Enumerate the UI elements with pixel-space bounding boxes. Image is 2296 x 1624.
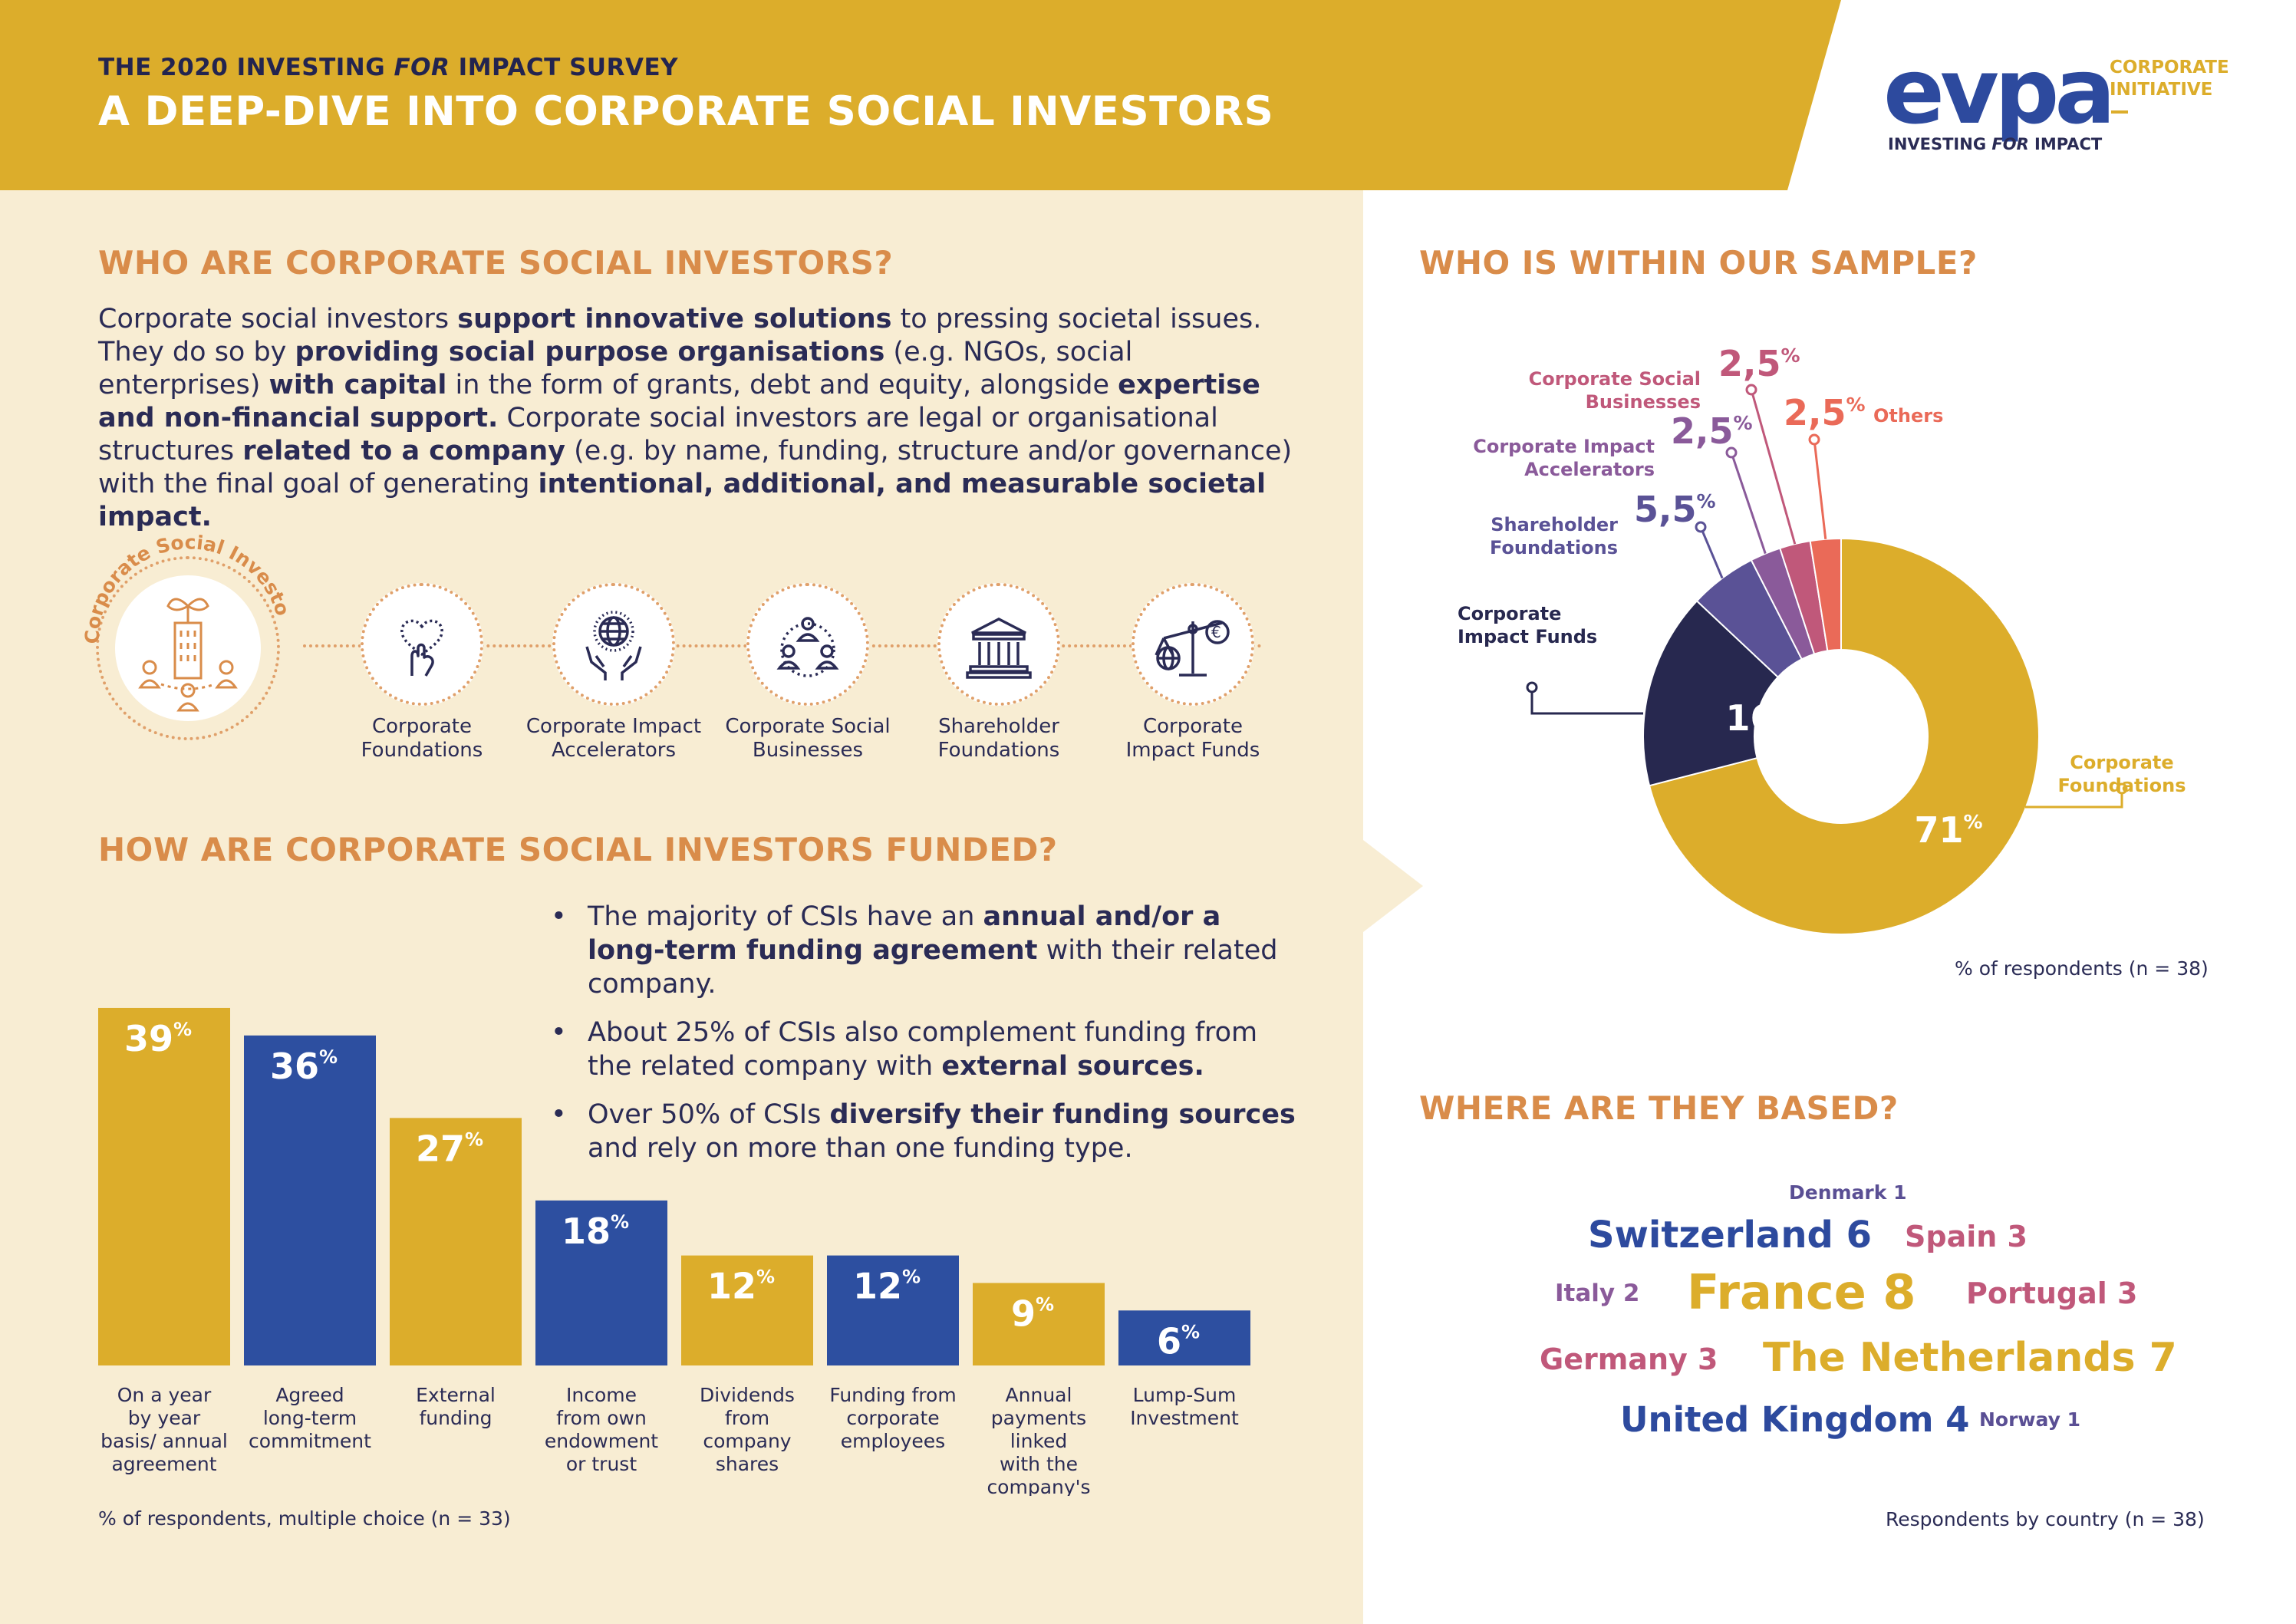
country-denmark: Denmark 1 xyxy=(1789,1181,1907,1204)
bar-value-label: 6% xyxy=(1157,1320,1200,1362)
building-plant-icon xyxy=(138,598,238,712)
leader-dot xyxy=(2116,782,2128,795)
bar-category-label: Income from own endowment or trust xyxy=(545,1384,658,1475)
country-portugal: Portugal 3 xyxy=(1966,1276,2138,1310)
leader-line xyxy=(1750,389,1797,545)
donut-chart-caption: % of respondents (n = 38) xyxy=(1955,957,2209,980)
right-panel-background xyxy=(1363,0,2296,1624)
logo-wordmark: evpa xyxy=(1883,38,2116,144)
donut-slice-0 xyxy=(1648,537,2040,935)
leader-line xyxy=(1813,439,1827,539)
country-spain: Spain 3 xyxy=(1905,1220,2028,1253)
bullet-item: Over 50% of CSIs diversify their funding… xyxy=(546,1098,1298,1165)
funding-bullets: The majority of CSIs have an annual and/… xyxy=(546,900,1298,1180)
donut-value-label: 2,5% xyxy=(1784,392,1866,433)
leader-line xyxy=(1730,452,1767,555)
donut-slice-name: Corporate Impact Accelerators xyxy=(1473,436,1655,480)
leader-dot xyxy=(1526,681,1538,693)
investor-types-row: Corporate Social Investors CorporateFoun… xyxy=(81,529,1308,775)
country-united-kingdom: United Kingdom 4 xyxy=(1620,1399,1970,1440)
donut-slice-5 xyxy=(1809,537,1842,652)
donut-value-label: 16% xyxy=(1725,697,1794,739)
people-network-icon xyxy=(776,617,839,677)
country-switzerland: Switzerland 6 xyxy=(1588,1214,1872,1257)
main-ring xyxy=(96,556,280,740)
leader-line xyxy=(1530,687,1643,715)
section-title-funded: HOW ARE CORPORATE SOCIAL INVESTORS FUNDE… xyxy=(98,831,1058,868)
bar-chart-svg: 39%On a year by year basis/ annual agreemen… xyxy=(98,1007,1250,1496)
section-title-based: WHERE ARE THEY BASED? xyxy=(1419,1089,1899,1127)
funding-bar-chart: 39% On a year by year basis/ annual agreemen… xyxy=(98,990,1295,1542)
bar-2 xyxy=(390,1118,522,1365)
bar-category-label: Funding from corporate employees xyxy=(829,1384,956,1452)
panel-notch xyxy=(1363,840,1423,932)
bar-category-label: On a year by year basis/ annual agreement xyxy=(100,1384,228,1475)
country-word-cloud: Denmark 1 Switzerland 6 Spain 3 Italy 2 … xyxy=(1363,1166,2296,1458)
leader-line xyxy=(2025,789,2123,809)
country-germany: Germany 3 xyxy=(1540,1342,1718,1376)
bar-3 xyxy=(535,1200,667,1365)
leader-dot xyxy=(1745,384,1757,396)
bar-category-label: Agreed long-term commitment xyxy=(249,1384,371,1452)
leader-dot xyxy=(1695,521,1707,533)
donut-slice-1 xyxy=(1642,599,1780,787)
bar-category-label: External funding xyxy=(416,1384,496,1429)
leader-dot xyxy=(1725,446,1738,459)
bullet-item: The majority of CSIs have an annual and/… xyxy=(546,900,1298,1001)
bullet-item: About 25% of CSIs also complement fundin… xyxy=(546,1016,1298,1083)
bank-building-icon xyxy=(966,618,1032,679)
donut-slice-name: Corporate Social Businesses xyxy=(1529,368,1701,413)
leader-line xyxy=(1699,526,1724,579)
country-caption: Respondents by country (n = 38) xyxy=(1886,1508,2205,1530)
page-title: A DEEP-DIVE INTO CORPORATE SOCIAL INVEST… xyxy=(98,88,1274,135)
svg-text:Corporate Social Investors: Corporate Social Investors xyxy=(81,529,294,644)
section-title-who: WHO ARE CORPORATE SOCIAL INVESTORS? xyxy=(98,244,894,282)
country-france: France 8 xyxy=(1687,1264,1916,1320)
leader-dot xyxy=(1808,433,1820,446)
bar-1 xyxy=(244,1035,376,1365)
donut-slice-name: Corporate Impact Funds xyxy=(1458,603,1597,647)
type-corporate-impact-funds: € Corporate Impact Funds xyxy=(1097,583,1289,763)
header-band xyxy=(0,0,1841,190)
type-corporate-impact-accelerators: Corporate Impact Accelerators xyxy=(518,583,710,763)
bar-chart-caption: % of respondents, multiple choice (n = 3… xyxy=(98,1507,511,1530)
donut-value-label: 2,5% xyxy=(1718,345,1800,384)
donut-slice-name: Shareholder Foundations xyxy=(1490,514,1618,558)
bar-7 xyxy=(1118,1310,1250,1365)
logo-dash xyxy=(2111,110,2128,114)
donut-value-label: 2,5% xyxy=(1671,410,1753,452)
main-circle xyxy=(115,575,261,721)
scale-euro-icon: € xyxy=(1155,620,1230,677)
donut-slice-name: Corporate Foundations xyxy=(2057,752,2186,796)
intro-paragraph: Corporate social investors support innov… xyxy=(98,304,1293,532)
section-title-sample: WHO IS WITHIN OUR SAMPLE? xyxy=(1419,244,1978,282)
bar-5 xyxy=(827,1255,959,1365)
arc-label: Corporate Social Investors xyxy=(81,529,294,644)
heart-hand-icon xyxy=(400,619,443,677)
bar-category-label: Lump-Sum Investment xyxy=(1130,1384,1239,1429)
bar-category-label: Dividends from company shares xyxy=(700,1384,795,1475)
country-italy: Italy 2 xyxy=(1555,1280,1640,1307)
survey-kicker: THE 2020 INVESTING FOR IMPACT SURVEY xyxy=(98,54,679,81)
type-shareholder-foundations: Shareholder Foundations xyxy=(903,583,1095,763)
bar-6 xyxy=(973,1283,1105,1365)
globe-hands-icon xyxy=(585,611,642,680)
sample-donut-chart: 71% Corporate Foundations 16% Corporate Impac… xyxy=(1442,343,2248,982)
bar-value-label: 18% xyxy=(562,1211,629,1252)
type-corporate-foundations: Corporate Foundations xyxy=(326,583,518,763)
svg-text:€: € xyxy=(1211,623,1221,641)
logo-initiative-label: CORPORATE INITIATIVE xyxy=(2110,58,2229,100)
type-corporate-social-businesses: Corporate Social Businesses xyxy=(712,583,904,763)
bar-4 xyxy=(681,1255,813,1365)
evpa-logo: evpa INVESTING FOR IMPACT CORPORATE INITI… xyxy=(1883,38,2252,160)
country-netherlands: The Netherlands 7 xyxy=(1763,1335,2177,1381)
logo-tagline: INVESTING FOR IMPACT xyxy=(1888,135,2103,153)
donut-slice-name: Others xyxy=(1873,405,1943,427)
country-norway: Norway 1 xyxy=(1979,1408,2081,1431)
bar-0 xyxy=(98,1007,230,1365)
